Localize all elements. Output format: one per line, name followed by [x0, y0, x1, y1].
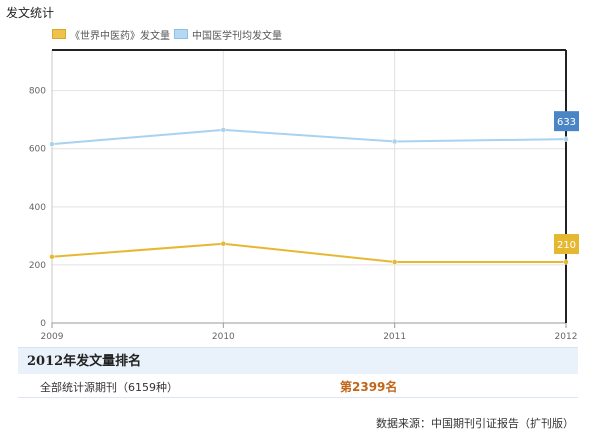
ranking-row: 全部统计源期刊（6159种） 第2399名 [18, 374, 578, 398]
end-data-label: 633 [557, 117, 576, 128]
y-tick-label: 0 [40, 319, 46, 329]
x-tick-label: 2011 [383, 332, 406, 342]
ranking-row-value: 第2399名 [340, 380, 398, 394]
data-point[interactable] [220, 127, 227, 133]
data-point[interactable] [563, 136, 569, 142]
x-tick-label: 2010 [212, 332, 235, 342]
ranking-row-label: 全部统计源期刊（6159种） [40, 381, 178, 394]
data-point[interactable] [49, 254, 55, 260]
legend-label-average: 中国医学刊均发文量 [192, 30, 282, 42]
chart-legend: 《世界中医药》发文量 中国医学刊均发文量 [52, 26, 286, 42]
data-point[interactable] [563, 259, 569, 265]
series-line-0 [51, 242, 566, 264]
y-tick-label: 600 [29, 145, 46, 155]
source-note: 数据来源：中国期刊引证报告（扩刊版） [376, 417, 574, 430]
legend-item-average[interactable]: 中国医学刊均发文量 [174, 27, 282, 42]
legend-label-journal: 《世界中医药》发文量 [70, 30, 170, 42]
data-point[interactable] [49, 141, 55, 147]
series-line-1 [51, 128, 567, 146]
line-chart: 0 200 400 600 800 2009 2010 2011 2012 210 633 [29, 49, 579, 342]
y-tick-label: 800 [29, 87, 46, 97]
ranking-header: 2012年发文量排名 [18, 347, 578, 374]
x-tick-label: 2009 [41, 332, 64, 342]
legend-swatch-average [174, 29, 188, 39]
y-tick-label: 400 [29, 203, 46, 213]
legend-item-journal[interactable]: 《世界中医药》发文量 [52, 27, 170, 42]
data-point[interactable] [391, 138, 398, 145]
legend-swatch-journal [52, 29, 66, 39]
x-tick-label: 2012 [555, 332, 578, 342]
page-title: 发文统计 [6, 6, 55, 20]
end-label-box [554, 234, 579, 255]
end-data-label: 210 [557, 240, 576, 251]
plot-area [52, 50, 566, 323]
data-point[interactable] [391, 259, 398, 265]
data-point[interactable] [220, 240, 227, 247]
y-tick-label: 200 [29, 261, 46, 271]
end-label-box [554, 111, 579, 132]
